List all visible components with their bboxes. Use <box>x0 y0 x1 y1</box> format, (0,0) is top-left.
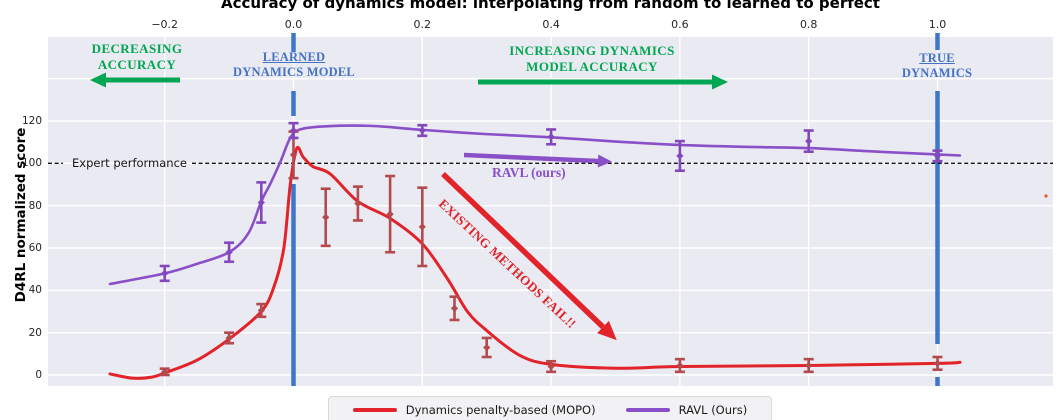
legend: Dynamics penalty-based (MOPO) RAVL (Ours… <box>328 396 772 420</box>
legend-label-ravl: RAVL (Ours) <box>678 403 748 417</box>
ravl-arrow-label: RAVL (ours) <box>492 165 566 180</box>
annotation-line: DYNAMICS MODEL <box>233 64 355 79</box>
y-tick-label: 40 <box>28 284 42 297</box>
annotation-line: ACCURACY <box>97 57 177 72</box>
annotation-line: DYNAMICS <box>901 65 973 80</box>
x-tick-label: 0.4 <box>542 18 560 31</box>
x-tick-label: 1.0 <box>928 18 947 31</box>
mopo-line-swatch <box>352 407 397 413</box>
legend-label-mopo: Dynamics penalty-based (MOPO) <box>405 403 596 417</box>
y-tick-label: 20 <box>28 326 42 339</box>
annotation-line: TRUE <box>919 51 955 65</box>
x-tick-label: 0.6 <box>671 18 689 31</box>
ravl-line-swatch <box>625 407 670 413</box>
annotation-increasing-accuracy: INCREASING DYNAMICS MODEL ACCURACY <box>496 43 688 75</box>
annotation-line: DECREASING <box>91 41 183 56</box>
chart-title: Accuracy of dynamics model: interpolatin… <box>221 0 880 12</box>
y-tick-label: 80 <box>28 199 42 212</box>
annotation-line: LEARNED <box>262 50 326 64</box>
annotation-learned-dynamics-model: LEARNED DYNAMICS MODEL <box>219 50 369 79</box>
legend-item-mopo: Dynamics penalty-based (MOPO) <box>352 403 596 417</box>
expert-performance-label: Expert performance <box>72 156 187 170</box>
annotation-true-dynamics: TRUE DYNAMICS <box>862 51 1012 80</box>
legend-item-ravl: RAVL (Ours) <box>625 403 748 417</box>
y-axis-label: D4RL normalized score <box>13 127 29 303</box>
y-tick-label: 60 <box>28 241 42 254</box>
y-tick-label: 100 <box>21 157 42 170</box>
x-tick-label: 0.0 <box>284 18 303 31</box>
annotation-line: INCREASING DYNAMICS <box>509 43 675 58</box>
x-tick-label: 0.2 <box>413 18 432 31</box>
x-tick-label: 0.8 <box>799 18 818 31</box>
x-tick-label: −0.2 <box>151 18 179 31</box>
annotation-decreasing-accuracy: DECREASING ACCURACY <box>62 41 212 73</box>
y-tick-label: 0 <box>35 369 42 381</box>
annotation-line: MODEL ACCURACY <box>526 59 658 74</box>
y-tick-label: 120 <box>21 114 42 127</box>
